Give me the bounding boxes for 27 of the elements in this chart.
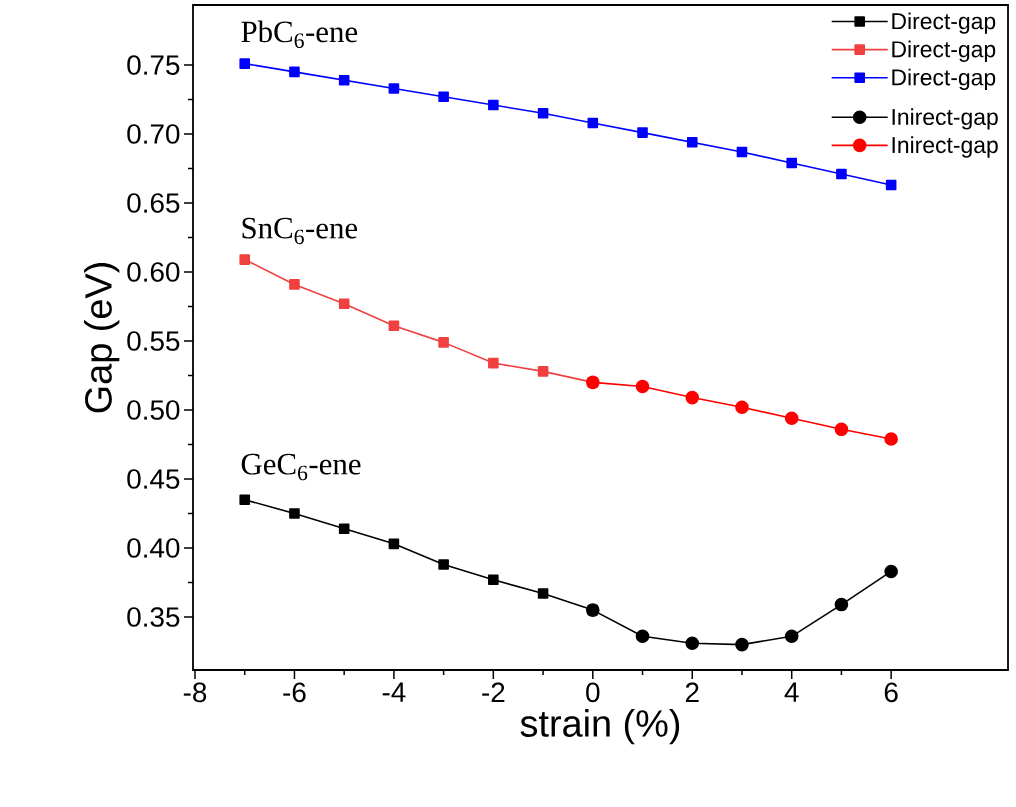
annotation: SnC$_{6}$-ene	[242, 217, 358, 245]
y-tick-label: 0.75	[127, 55, 180, 75]
legend-label: Inirect-gap	[892, 136, 998, 158]
x-tick-label: -8	[183, 682, 207, 703]
x-tick-label: 0	[586, 682, 600, 703]
y-tick-label: 0.65	[127, 193, 180, 213]
x-tick-label: 4	[784, 682, 799, 702]
annotation: GeC$_{6}$-ene	[241, 453, 361, 481]
x-tick-label: 2	[685, 682, 699, 702]
x-tick-label: -6	[283, 682, 306, 703]
x-tick-label: 6	[884, 682, 898, 703]
y-tick-label: 0.60	[127, 262, 180, 282]
legend-label: Direct-gap	[892, 68, 996, 91]
annotation: PbC$_{6}$-ene	[241, 20, 358, 49]
y-tick-label: 0.55	[127, 331, 180, 351]
y-tick-label: 0.50	[127, 400, 180, 420]
x-tick-label: -4	[382, 682, 406, 702]
y-tick-label: 0.70	[127, 124, 180, 144]
y-tick-label: 0.40	[127, 538, 180, 558]
y-axis-title: Gap (eV)	[84, 263, 120, 413]
legend-label: Inirect-gap	[892, 108, 998, 130]
y-tick-label: 0.45	[127, 469, 180, 489]
x-tick-label: -2	[482, 682, 505, 702]
x-axis-title: strain (%)	[520, 709, 680, 745]
y-tick-label: 0.35	[127, 607, 180, 627]
legend-label: Direct-gap	[892, 12, 996, 34]
legend-label: Direct-gap	[892, 40, 996, 62]
